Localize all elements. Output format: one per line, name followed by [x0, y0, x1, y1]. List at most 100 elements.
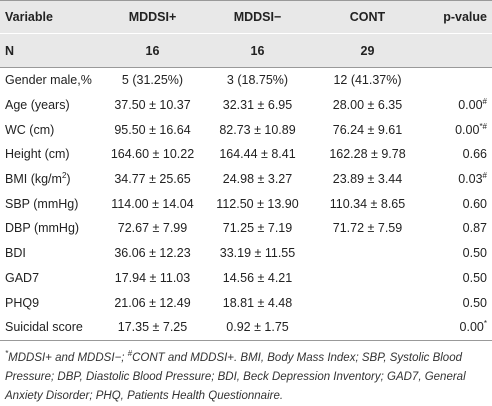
superscript: *	[483, 319, 487, 329]
p-value	[425, 68, 492, 93]
cell-text: Gender male,%	[5, 73, 92, 88]
superscript: #	[482, 170, 487, 180]
cell: 18.81 ± 4.48	[222, 295, 293, 310]
header-cell: p-value	[425, 0, 492, 34]
cell: 110.34 ± 8.65	[329, 196, 406, 211]
cell: 24.98 ± 3.27	[222, 172, 293, 187]
n-row: N 16 16 29	[0, 33, 492, 68]
p-value: 0.50	[425, 241, 492, 266]
cell: 14.56 ± 4.21	[222, 270, 293, 285]
cell: 76.24 ± 9.61	[332, 122, 403, 137]
row-label: BMI (kg/m2)	[0, 167, 100, 192]
cell-text: Age (years)	[5, 98, 70, 113]
cell: 0.92 ± 1.75	[205, 314, 310, 341]
p-value: 0.50	[425, 290, 492, 315]
p-value: 0.50	[425, 266, 492, 291]
header-cell: MDDSI−	[205, 0, 310, 34]
cell: 162.28 ± 9.78	[329, 147, 406, 162]
cell-text: CONT and MDDSI+. BMI, Body Mass Index; S…	[5, 351, 466, 402]
row-label: DBP (mmHg)	[0, 216, 100, 241]
cell-text: 0.50	[462, 246, 487, 261]
cell: 164.60 ± 10.22	[110, 147, 195, 162]
p-value: 0.00#	[425, 93, 492, 118]
row-label: PHQ9	[0, 290, 100, 315]
cell-text: 0.60	[462, 196, 487, 211]
cell	[310, 241, 425, 266]
row-label: Age (years)	[0, 93, 100, 118]
cell-text: 0.00	[458, 98, 483, 113]
header-cell: CONT	[310, 0, 425, 34]
cell-text: 0.50	[462, 270, 487, 285]
cell: 23.89 ± 3.44	[332, 172, 403, 187]
n-cell: 16	[205, 33, 310, 68]
header-cell: MDDSI+	[100, 0, 205, 34]
table-row: BDI 36.06 ± 12.23 33.19 ± 11.55 0.50	[0, 241, 492, 266]
table-row: Height (cm) 164.60 ± 10.22 164.44 ± 8.41 16…	[0, 142, 492, 167]
cell	[310, 314, 425, 341]
cell: 37.50 ± 10.37	[114, 98, 191, 113]
table-row: BMI (kg/m2) 34.77 ± 25.65 24.98 ± 3.27 23.8…	[0, 167, 492, 192]
cell: 72.67 ± 7.99	[117, 221, 188, 236]
table-body: Gender male,% 5 (31.25%) 3 (18.75%) 12 (41.…	[0, 68, 492, 341]
table-row: SBP (mmHg) 114.00 ± 14.04 112.50 ± 13.90 11…	[0, 191, 492, 216]
table-row: DBP (mmHg) 72.67 ± 7.99 71.25 ± 7.19 71.72 …	[0, 216, 492, 241]
cell-text: DBP (mmHg)	[5, 221, 80, 236]
cell-text: )	[66, 172, 71, 187]
cell: 71.25 ± 7.19	[222, 221, 293, 236]
table-row: Suicidal score 17.35 ± 7.25 0.92 ± 1.75 0.0…	[0, 314, 492, 341]
cell-text: 0.00	[455, 122, 480, 137]
table-row: GAD7 17.94 ± 11.03 14.56 ± 4.21 0.50	[0, 266, 492, 291]
row-label: GAD7	[0, 266, 100, 291]
row-label: Suicidal score	[0, 314, 100, 341]
cell: 17.94 ± 11.03	[114, 270, 191, 285]
superscript: *#	[479, 121, 487, 131]
data-table: Variable MDDSI+ MDDSI− CONT p-value N 16 16 29 …	[0, 0, 492, 341]
row-label: SBP (mmHg)	[0, 191, 100, 216]
footnote: *MDDSI+ and MDDSI−; #CONT and MDDSI+. BM…	[0, 341, 492, 406]
cell-text: BDI	[5, 246, 26, 261]
cell-text: WC (cm)	[5, 122, 55, 137]
header-cell: Variable	[0, 0, 100, 34]
row-label: Gender male,%	[0, 68, 100, 93]
row-label: WC (cm)	[0, 117, 100, 142]
p-value: 0.87	[425, 216, 492, 241]
cell-text: 0.00	[459, 320, 484, 335]
p-value: 0.60	[425, 191, 492, 216]
superscript: 2	[61, 170, 67, 180]
table-row: WC (cm) 95.50 ± 16.64 82.73 ± 10.89 76.24 ±…	[0, 117, 492, 142]
row-label: BDI	[0, 241, 100, 266]
p-value: 0.03#	[425, 167, 492, 192]
superscript: #	[482, 96, 487, 106]
n-cell-empty	[425, 33, 492, 68]
cell: 32.31 ± 6.95	[222, 98, 293, 113]
cell-text: MDDSI+ and MDDSI−;	[8, 351, 128, 364]
cell-text: BMI (kg/m	[5, 172, 62, 187]
row-label: Height (cm)	[0, 142, 100, 167]
cell: 21.06 ± 12.49	[114, 295, 191, 310]
cell: 12 (41.37%)	[333, 73, 402, 88]
cell: 34.77 ± 25.65	[114, 172, 191, 187]
superscript: *	[5, 348, 9, 358]
p-value: 0.00*	[425, 314, 492, 341]
p-value: 0.66	[425, 142, 492, 167]
cell: 33.19 ± 11.55	[219, 246, 296, 261]
cell-text: Height (cm)	[5, 147, 70, 162]
superscript: #	[127, 348, 133, 358]
n-cell: 16	[100, 33, 205, 68]
cell: 71.72 ± 7.59	[332, 221, 403, 236]
cell	[310, 266, 425, 291]
cell: 28.00 ± 6.35	[332, 98, 403, 113]
cell: 164.44 ± 8.41	[219, 147, 296, 162]
cell-text: 0.03	[458, 172, 483, 187]
cell-text: 0.66	[462, 147, 487, 162]
cell: 114.00 ± 14.04	[111, 196, 194, 211]
cell: 36.06 ± 12.23	[114, 246, 191, 261]
cell-text: SBP (mmHg)	[5, 196, 79, 211]
cell-text: Suicidal score	[5, 320, 83, 335]
cell-text: 0.87	[462, 221, 487, 236]
cell-text: 0.50	[462, 295, 487, 310]
cell: 95.50 ± 16.64	[114, 122, 191, 137]
n-cell: 29	[310, 33, 425, 68]
cell: 3 (18.75%)	[226, 73, 289, 88]
